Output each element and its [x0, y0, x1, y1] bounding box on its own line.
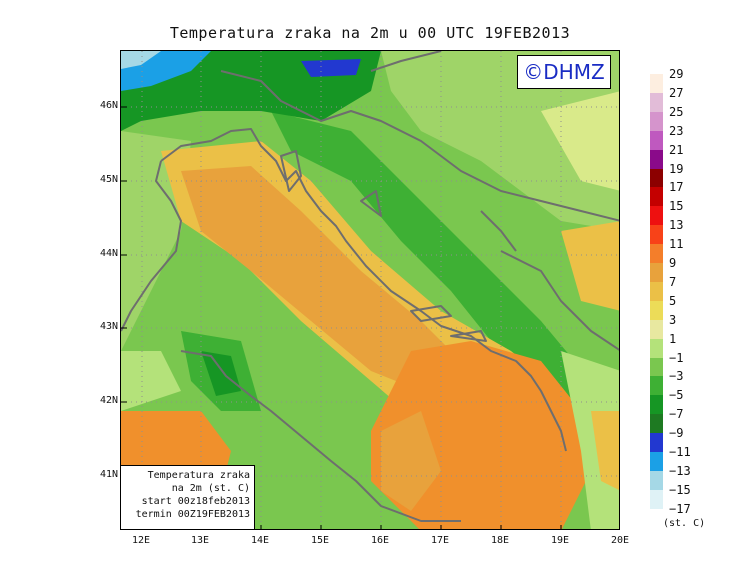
legend-label: 17 — [669, 180, 684, 195]
lat-label-46n: 46N — [99, 100, 118, 111]
legend-label: −13 — [669, 463, 691, 478]
legend-swatch — [650, 433, 663, 453]
italy-darker-green — [201, 351, 241, 396]
temperature-map — [121, 51, 619, 529]
legend-swatch — [650, 489, 663, 509]
legend-swatch — [650, 149, 663, 169]
info-box: Temperatura zraka na 2m (st. C) start 00… — [121, 465, 255, 529]
legend-label: −3 — [669, 369, 684, 384]
lon-label-14e: 14E — [250, 535, 270, 546]
legend-label: −17 — [669, 501, 691, 516]
legend-swatch — [650, 300, 663, 320]
lat-label-43n: 43N — [99, 321, 118, 332]
italy-pale-coast — [121, 351, 181, 411]
legend-swatch — [650, 130, 663, 150]
lon-label-13e: 13E — [190, 535, 210, 546]
legend-unit: (st. C) — [663, 518, 706, 529]
albania-yellow — [591, 411, 619, 490]
east-yellow — [561, 221, 619, 311]
legend-swatch — [650, 263, 663, 282]
legend-swatch — [650, 111, 663, 131]
info-line-2: na 2m (st. C) — [171, 483, 250, 494]
legend-label: −15 — [669, 482, 691, 497]
legend-swatch — [650, 206, 663, 226]
legend-label: 19 — [669, 161, 684, 176]
legend-label: 3 — [669, 312, 677, 327]
map-title: Temperatura zraka na 2m u 00 UTC 19FEB20… — [169, 24, 571, 42]
info-line-3: start 00z18feb2013 — [141, 496, 250, 507]
legend-swatch — [650, 187, 663, 207]
albania-light-green — [561, 351, 619, 529]
lon-label-12e: 12E — [131, 535, 151, 546]
legend-label: 11 — [669, 237, 684, 252]
alps-light-cyan — [121, 51, 161, 69]
legend-label: 15 — [669, 199, 684, 214]
dhmz-logo: ©DHMZ — [517, 55, 611, 89]
legend-label: 25 — [669, 104, 684, 119]
lon-label-15e: 15E — [310, 535, 330, 546]
legend-label: 21 — [669, 142, 684, 157]
legend-label: −5 — [669, 388, 684, 403]
legend-swatch — [650, 395, 663, 415]
lon-label-20e: 20E — [610, 535, 630, 546]
interior-light-green — [381, 51, 619, 231]
legend-swatch — [650, 452, 663, 471]
lon-label-16e: 16E — [370, 535, 390, 546]
adriatic-core — [181, 166, 451, 391]
legend-swatch — [650, 414, 663, 434]
info-line-1: Temperatura zraka — [147, 470, 250, 481]
legend-swatch — [650, 376, 663, 396]
lat-label-45n: 45N — [99, 174, 118, 185]
legend-swatch — [650, 168, 663, 188]
lat-label-44n: 44N — [99, 248, 118, 259]
legend-label: 29 — [669, 67, 684, 81]
legend-label: −1 — [669, 350, 684, 365]
lat-label-41n: 41N — [99, 469, 118, 480]
legend-swatch — [650, 319, 663, 339]
lon-label-18e: 18E — [490, 535, 510, 546]
lon-label-17e: 17E — [430, 535, 450, 546]
legend-label: −9 — [669, 426, 684, 441]
lat-label-42n: 42N — [99, 395, 118, 406]
legend-label: 27 — [669, 85, 684, 100]
alps-blue — [301, 59, 361, 77]
legend-label: −7 — [669, 407, 684, 422]
legend-label: −11 — [669, 445, 691, 459]
legend-swatch — [650, 470, 663, 490]
legend-swatch — [650, 74, 663, 93]
legend-swatch — [650, 244, 663, 264]
coastlines — [121, 51, 619, 522]
legend-label: 23 — [669, 123, 684, 138]
lon-label-19e: 19E — [550, 535, 570, 546]
south-adriatic-core — [381, 411, 441, 511]
legend-swatch — [650, 357, 663, 377]
legend-label: 5 — [669, 293, 677, 308]
legend-swatch — [650, 225, 663, 245]
graticule — [121, 51, 619, 529]
legend-label: 7 — [669, 274, 677, 289]
legend-swatch — [650, 338, 663, 358]
map-frame: ©DHMZ Temperatura zraka na 2m (st. C) st… — [120, 50, 620, 530]
legend-label: 9 — [669, 256, 677, 270]
legend-label: 1 — [669, 331, 677, 346]
legend-swatch — [650, 92, 663, 112]
legend-label: 13 — [669, 218, 684, 233]
legend-swatch — [650, 281, 663, 301]
info-line-4: termin 00Z19FEB2013 — [135, 509, 250, 520]
